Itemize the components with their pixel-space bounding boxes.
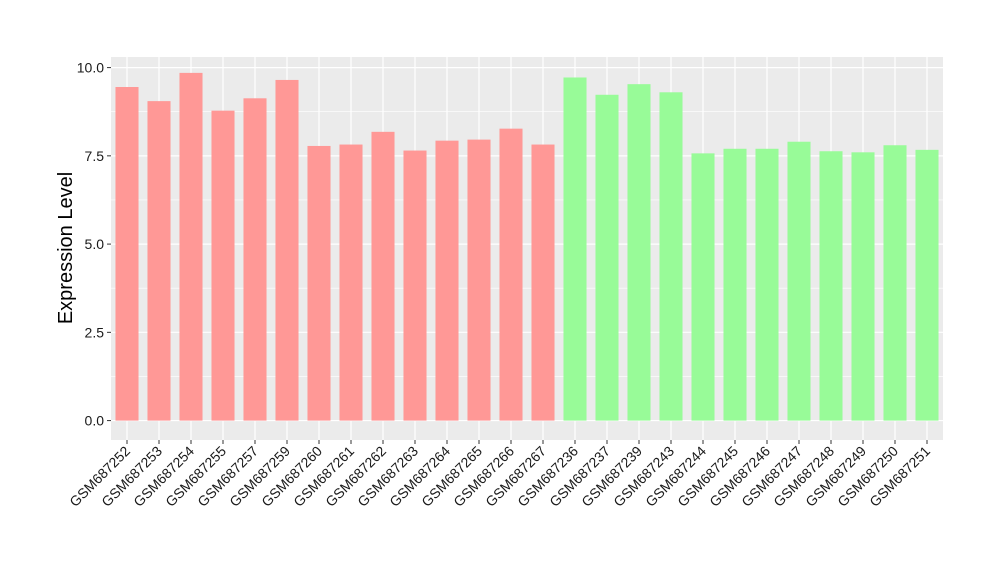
y-tick-label: 7.5 [85, 148, 105, 164]
bar-GSM687247 [787, 141, 811, 421]
x-axis: GSM687252GSM687253GSM687254GSM687255GSM6… [66, 440, 933, 510]
y-axis: 0.0 2.5 5.0 7.5 10.0 [77, 60, 111, 429]
bar-GSM687248 [819, 151, 843, 421]
y-tick-label: 2.5 [85, 324, 105, 340]
bar-GSM687237 [595, 94, 619, 421]
y-tick-label: 5.0 [85, 236, 105, 252]
bar-GSM687250 [883, 145, 907, 421]
bar-GSM687243 [659, 92, 683, 421]
bar-GSM687255 [211, 110, 235, 421]
y-tick-label: 10.0 [77, 60, 104, 76]
bar-GSM687253 [147, 101, 171, 421]
plot-panel [111, 57, 943, 440]
bar-GSM687262 [371, 131, 395, 421]
bar-GSM687267 [531, 144, 555, 421]
bar-GSM687257 [243, 98, 267, 421]
y-tick-label: 0.0 [85, 413, 105, 429]
bars [115, 72, 939, 421]
bar-GSM687264 [435, 140, 459, 421]
bar-GSM687251 [915, 149, 939, 421]
bar-GSM687239 [627, 84, 651, 421]
bar-GSM687245 [723, 148, 747, 421]
bar-GSM687263 [403, 150, 427, 421]
bar-GSM687261 [339, 144, 363, 421]
bar-GSM687260 [307, 145, 331, 421]
bar-GSM687259 [275, 79, 299, 421]
bar-GSM687246 [755, 148, 779, 421]
bar-GSM687254 [179, 72, 203, 421]
y-axis-title: Expression Level [55, 172, 77, 324]
bar-GSM687236 [563, 77, 587, 421]
bar-GSM687249 [851, 152, 875, 421]
bar-GSM687265 [467, 139, 491, 421]
bar-GSM687266 [499, 128, 523, 421]
bar-GSM687252 [115, 87, 139, 421]
bar-GSM687244 [691, 153, 715, 421]
